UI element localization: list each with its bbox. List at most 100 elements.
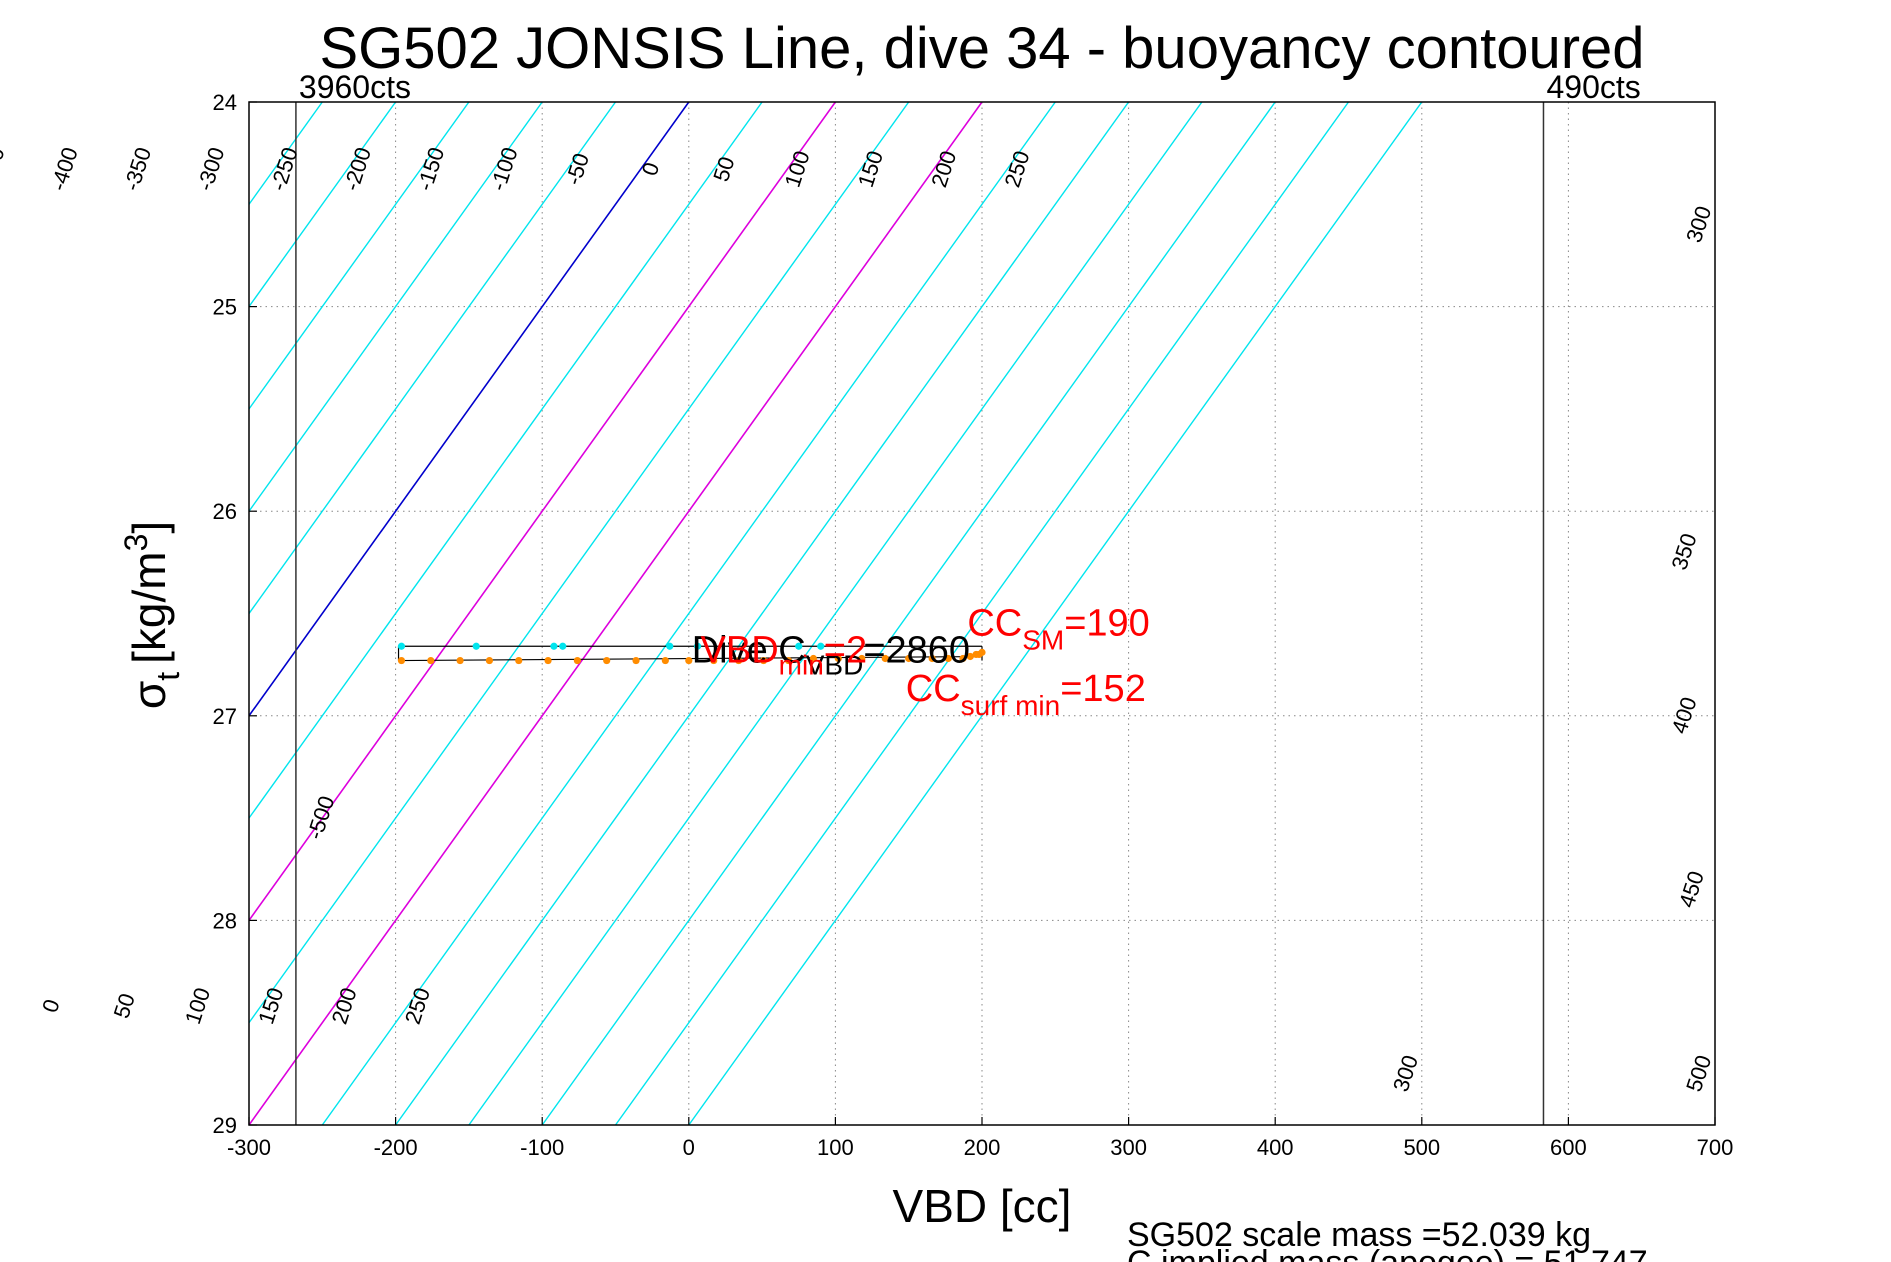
data-point [544,656,552,665]
data-point [735,656,743,665]
contour-label-top: -300 [192,144,229,194]
footer-scale-mass: SG502 scale mass =52.039 kg [1127,1216,1591,1254]
y-tick-label: 27 [213,704,237,729]
data-point [959,654,967,663]
contour-line [321,102,1056,1125]
data-point [661,656,669,665]
x-tick-label: -200 [374,1135,418,1160]
y-tick-label: 25 [213,295,237,320]
x-tick-label: 600 [1550,1135,1587,1160]
y-tick-label: 26 [213,499,237,524]
cc-surf-min-annotation: CCsurf min=152 [906,668,1146,721]
data-point [759,656,768,665]
x-tick-label: 200 [964,1135,1001,1160]
x-tick-label: 400 [1257,1135,1294,1160]
vbd-min-sub: min [779,649,824,680]
data-point [559,642,567,650]
x-axis-ticks: -300 -200 -100 0 100 200 300 400 500 600 700 [227,1117,1733,1160]
x-axis-label: VBD [cc] [893,1180,1072,1232]
data-point [603,656,611,665]
vbd-min-annotation: VBDmin=2 [701,629,868,680]
y-tick-label: 24 [213,90,237,115]
contour-line [249,102,470,411]
annotations: Dive CVBD=2860 VBDmin=2 CCSM=190 CCsurf … [692,603,1150,721]
data-point [397,642,406,650]
dive-c-vbd-value: =2860 [863,629,970,671]
data-point [944,654,952,663]
buoyancy-contours [0,102,1423,1125]
vbd-min-value: =2 [824,629,867,671]
contour-label-bottom: 100 [180,984,215,1027]
contour-label-top: -450 [0,144,10,194]
data-point [817,642,825,650]
contour-line [249,102,690,718]
data-point [693,642,702,650]
cc-sm-value: =190 [1064,603,1150,645]
y-axis-label-bracket: [kg/m [123,551,175,663]
cc-surf-min-prefix: CC [906,668,961,710]
cc-sm-annotation: CCSM=190 [967,603,1149,656]
cc-sm-prefix: CC [967,603,1022,645]
x-tick-label: 500 [1403,1135,1440,1160]
contour-line [395,102,1130,1125]
x-tick-label: -100 [520,1135,564,1160]
contour-line [541,102,1276,1125]
cc-surf-min-value: =152 [1060,668,1146,710]
data-point [550,642,558,650]
data-point [881,654,889,663]
cc-surf-min-sub: surf min [961,690,1061,721]
data-point [397,656,406,665]
contour-line [249,102,617,615]
contour-label-top: -350 [119,144,156,194]
dive-c-vbd-prefix: Dive C [692,629,806,671]
data-point [858,654,866,663]
vbd-min-prefix: VBD [701,629,779,671]
x-tick-label: 300 [1110,1135,1147,1160]
vbd-limit-label: 490cts [1546,69,1640,105]
vbd-limit-lines: 3960cts 490cts [295,69,1641,1125]
contour-line [249,102,837,922]
contour-line [249,102,763,820]
x-tick-label: 0 [683,1135,695,1160]
data-point [834,654,842,663]
data-point [710,656,718,665]
y-axis-label-sub: t [150,672,186,681]
data-points [397,642,986,665]
data-point [472,642,480,650]
y-axis-label-base: σ [123,681,175,709]
y-tick-label: 29 [213,1113,237,1138]
data-point [485,656,494,665]
y-axis-label-sup: 3 [118,534,154,552]
data-point [427,656,435,665]
data-point [685,656,693,665]
data-point [928,654,936,663]
chart-title: SG502 JONSIS Line, dive 34 - buoyancy co… [319,16,1644,81]
dive-c-vbd-annotation: Dive CVBD =2860 [692,629,970,680]
contour-line [249,102,543,513]
contour-line [249,102,983,1125]
contour-label-bottom: 50 [109,990,140,1021]
contour-line [0,102,29,1125]
contour-line [614,102,1350,1125]
contour-label-bottom: 0 [37,996,65,1015]
data-point [784,656,793,665]
y-axis-label: σt [kg/m3] [118,521,186,709]
contour-line [468,102,1203,1125]
x-tick-label: 700 [1697,1135,1734,1160]
cc-sm-sub: SM [1022,625,1064,656]
svg-text:σt[kg/m3]: σt [kg/m3] [118,521,186,709]
contour-line [249,102,397,308]
y-axis-ticks: 24 25 26 27 28 29 [213,90,257,1138]
footer-implied-mass: C implied mass (apogee) = 51.747 [1127,1244,1648,1262]
data-point [809,654,818,663]
data-point [966,652,974,661]
contour-line [249,102,910,1024]
y-tick-label: 28 [213,908,237,933]
contour-line [688,102,1423,1125]
data-point [632,656,640,665]
data-point [795,642,803,650]
x-tick-label: 100 [817,1135,854,1160]
contour-line [0,102,102,1125]
x-tick-label: -300 [227,1135,271,1160]
data-point [978,648,986,656]
